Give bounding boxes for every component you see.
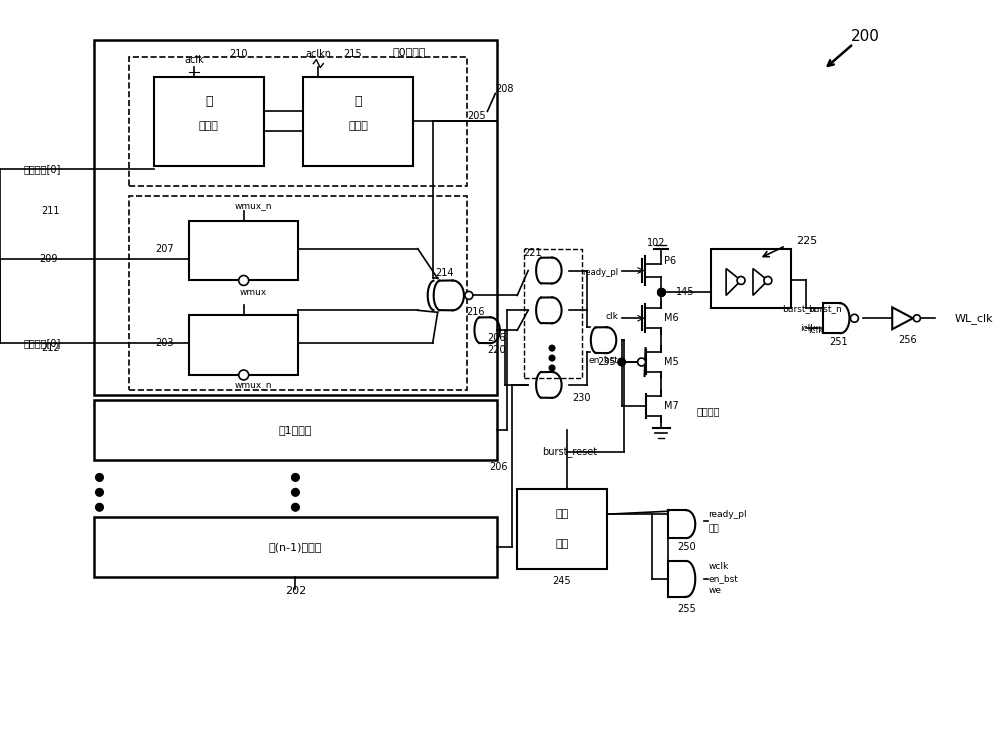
Text: 145: 145 (676, 287, 695, 297)
Bar (303, 77, 413, 166)
Text: P6: P6 (664, 255, 677, 266)
Text: 207: 207 (155, 244, 174, 254)
Text: 216: 216 (466, 308, 484, 317)
Circle shape (618, 358, 626, 366)
Text: en_bst: en_bst (589, 355, 619, 364)
Text: aclkn: aclkn (305, 49, 331, 59)
Text: 写入地址[0]: 写入地址[0] (23, 338, 60, 348)
Text: 256: 256 (898, 335, 916, 345)
Text: wmux_n: wmux_n (235, 202, 272, 210)
Text: 210: 210 (229, 49, 247, 59)
Text: 208: 208 (495, 85, 514, 94)
Text: 206: 206 (487, 333, 505, 343)
Bar (129, 196, 467, 390)
Bar (154, 77, 264, 166)
Bar (189, 315, 298, 375)
Text: 251: 251 (829, 337, 848, 347)
Text: 锁存器: 锁存器 (348, 121, 368, 131)
Text: 205: 205 (467, 111, 485, 121)
Text: 211: 211 (41, 206, 60, 216)
Text: 214: 214 (436, 267, 454, 277)
Circle shape (239, 370, 249, 380)
Text: burst_n: burst_n (808, 304, 841, 313)
Text: 位1比较器: 位1比较器 (279, 425, 312, 435)
Text: burst_n: burst_n (782, 304, 816, 313)
Text: 从: 从 (354, 95, 362, 108)
Circle shape (657, 289, 665, 297)
Bar (94, 40, 497, 394)
Text: 102: 102 (647, 238, 666, 248)
Bar (524, 249, 582, 378)
Circle shape (291, 489, 299, 496)
Text: 235: 235 (597, 357, 616, 367)
Text: WL_clk: WL_clk (955, 313, 994, 324)
Text: 212: 212 (41, 343, 60, 353)
Bar (517, 489, 607, 569)
Text: 读取地址[0]: 读取地址[0] (23, 164, 60, 174)
Circle shape (549, 355, 555, 361)
Circle shape (549, 365, 555, 371)
Text: 255: 255 (677, 604, 696, 614)
Text: 225: 225 (796, 236, 817, 246)
Text: 221: 221 (523, 247, 542, 258)
Text: M6: M6 (664, 314, 679, 323)
Text: M5: M5 (664, 357, 679, 367)
Circle shape (291, 503, 299, 512)
Circle shape (239, 275, 249, 286)
Text: 245: 245 (553, 576, 571, 586)
Bar (189, 221, 298, 280)
Bar (94, 400, 497, 459)
Text: 230: 230 (572, 393, 590, 403)
Text: 位0比较器: 位0比较器 (393, 46, 426, 57)
Text: we: we (708, 587, 721, 595)
Circle shape (465, 291, 473, 300)
Circle shape (657, 289, 665, 297)
Text: wmux: wmux (240, 288, 267, 297)
Bar (711, 249, 791, 308)
Text: 206: 206 (489, 462, 507, 473)
Circle shape (737, 277, 745, 284)
Circle shape (850, 314, 858, 322)
Text: 写入复位: 写入复位 (696, 406, 720, 416)
Text: 位(n-1)比较器: 位(n-1)比较器 (269, 542, 322, 552)
Text: burst_reset: burst_reset (542, 446, 598, 457)
Text: en_bst: en_bst (708, 574, 738, 584)
Circle shape (95, 503, 103, 512)
Circle shape (657, 289, 665, 297)
Polygon shape (726, 269, 741, 295)
Text: 主: 主 (205, 95, 213, 108)
Text: wclk: wclk (708, 562, 728, 571)
Text: 200: 200 (851, 29, 880, 44)
Polygon shape (892, 308, 913, 329)
Text: iclk: iclk (808, 326, 823, 335)
Text: iclk: iclk (800, 324, 816, 333)
Circle shape (549, 345, 555, 351)
Bar (129, 57, 467, 186)
Text: 复位: 复位 (555, 509, 569, 519)
Text: 220: 220 (487, 345, 506, 355)
Circle shape (913, 315, 920, 322)
Circle shape (291, 473, 299, 481)
Text: ready_pl: ready_pl (708, 510, 747, 519)
Text: 209: 209 (39, 254, 58, 263)
Circle shape (764, 277, 772, 284)
Text: 置位: 置位 (555, 539, 569, 549)
Text: clk: clk (606, 312, 619, 321)
Text: M7: M7 (664, 401, 679, 411)
Circle shape (638, 358, 646, 366)
Polygon shape (753, 269, 768, 295)
Bar (94, 517, 497, 577)
Text: aclk: aclk (184, 54, 204, 65)
Text: 203: 203 (156, 338, 174, 348)
Text: wmux_n: wmux_n (235, 381, 272, 389)
Text: 250: 250 (677, 542, 696, 552)
Circle shape (95, 489, 103, 496)
Text: 215: 215 (343, 49, 362, 59)
Text: 锁存器: 锁存器 (199, 121, 219, 131)
Circle shape (95, 473, 103, 481)
Text: ready_pl: ready_pl (583, 268, 619, 277)
Text: 202: 202 (285, 586, 306, 596)
Text: 读取: 读取 (708, 525, 719, 534)
